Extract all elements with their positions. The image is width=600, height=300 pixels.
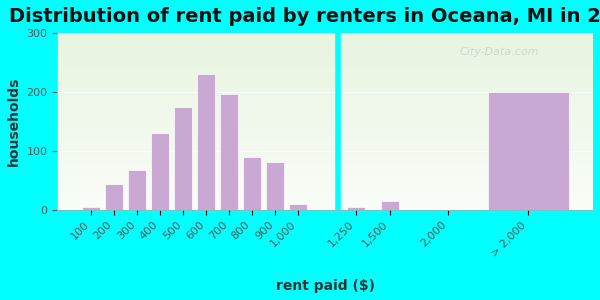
Title: Distribution of rent paid by renters in Oceana, MI in 2021: Distribution of rent paid by renters in … <box>9 7 600 26</box>
Bar <box>488 92 569 210</box>
Bar <box>347 207 365 210</box>
Bar <box>105 184 123 210</box>
Bar <box>289 204 307 210</box>
Text: City-Data.com: City-Data.com <box>459 47 539 57</box>
Bar <box>151 134 169 210</box>
X-axis label: rent paid ($): rent paid ($) <box>276 279 375 293</box>
Bar <box>220 94 238 210</box>
Bar <box>82 207 100 210</box>
Y-axis label: households: households <box>7 77 21 166</box>
Bar <box>128 170 146 210</box>
Bar <box>266 162 284 210</box>
Bar <box>381 201 400 210</box>
Bar <box>243 157 262 210</box>
Bar <box>197 74 215 210</box>
Bar <box>174 107 192 210</box>
